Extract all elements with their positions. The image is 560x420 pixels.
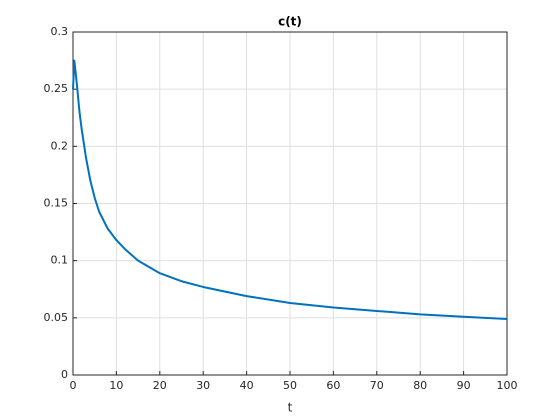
x-tick-label: 0 (70, 379, 77, 392)
y-tick-label: 0.2 (51, 139, 69, 152)
x-tick-label: 90 (457, 379, 471, 392)
x-tick-label: 30 (196, 379, 210, 392)
x-tick-label: 50 (283, 379, 297, 392)
y-tick-label: 0 (61, 368, 68, 381)
y-tick-label: 0.15 (44, 197, 69, 210)
y-tick-label: 0.3 (51, 25, 69, 38)
y-tick-label: 0.25 (44, 82, 69, 95)
x-tick-label: 70 (370, 379, 384, 392)
x-tick-label: 10 (109, 379, 123, 392)
x-tick-label: 80 (413, 379, 427, 392)
x-tick-label: 60 (326, 379, 340, 392)
x-tick-label: 100 (497, 379, 518, 392)
axes-box (72, 31, 508, 376)
x-tick-label: 40 (240, 379, 254, 392)
y-tick-label: 0.1 (51, 254, 69, 267)
chart-title: c(t) (278, 15, 302, 29)
x-axis-label: t (288, 401, 293, 415)
y-tick-label: 0.05 (44, 311, 69, 324)
data-line (72, 59, 508, 320)
x-tick-label: 20 (153, 379, 167, 392)
